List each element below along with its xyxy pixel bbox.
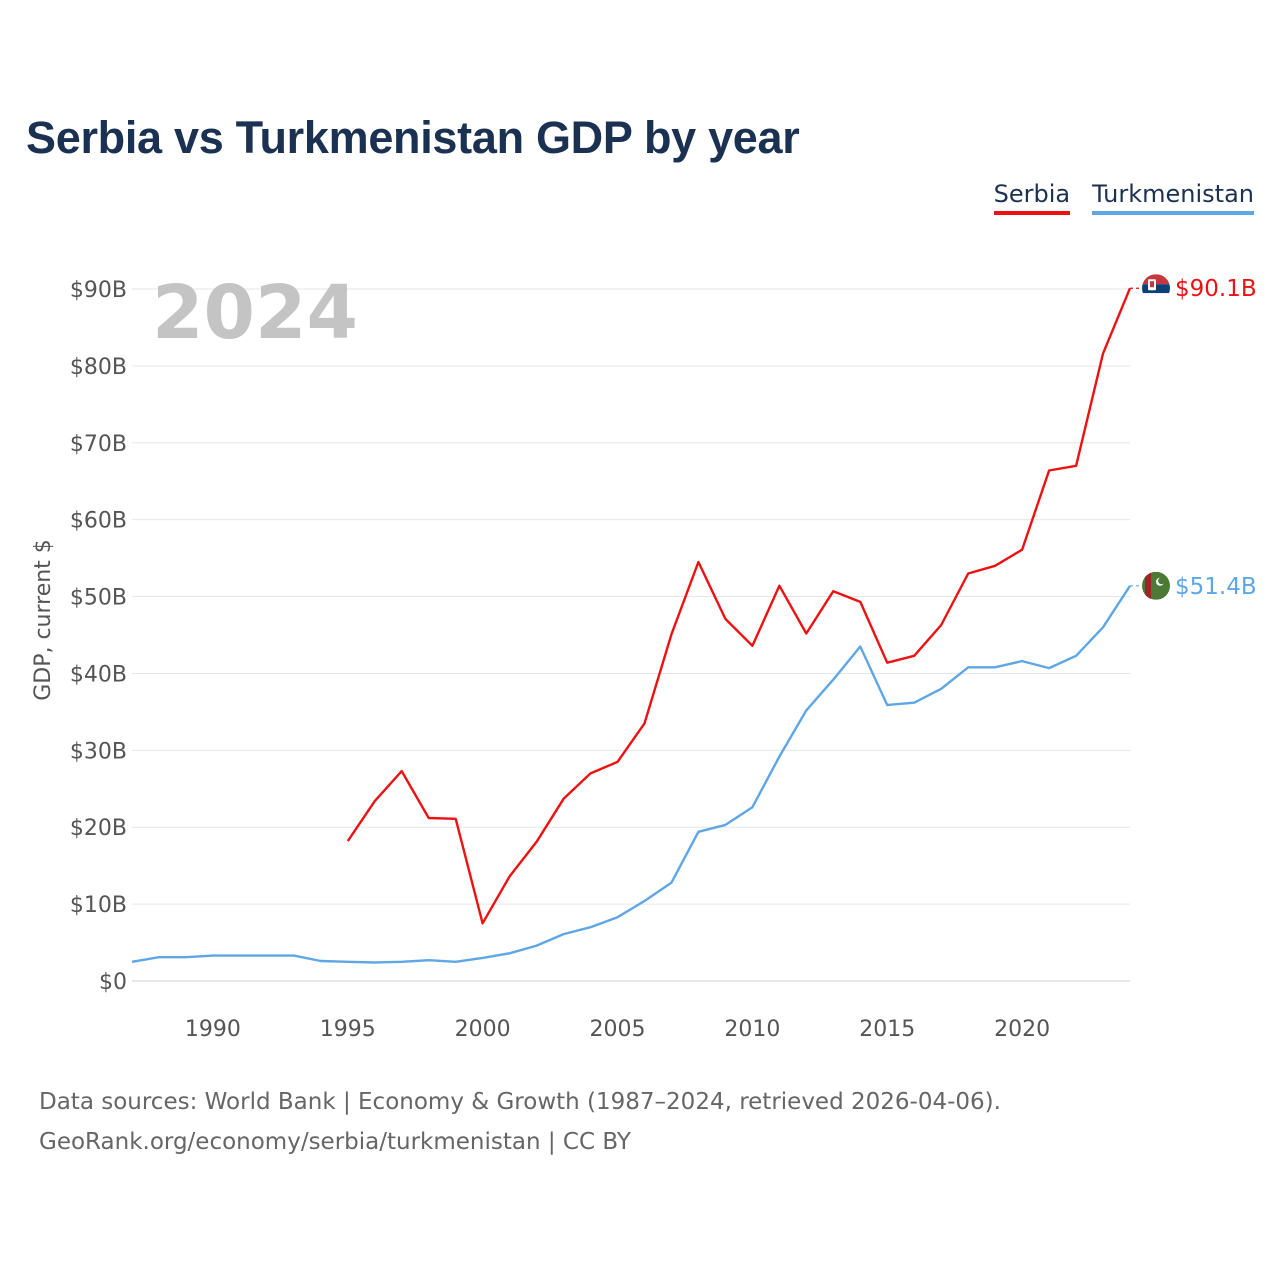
series-line-turkmenistan — [131, 585, 1132, 964]
y-axis-label: GDP, current $ — [31, 539, 56, 701]
footer: Data sources: World Bank | Economy & Gro… — [39, 1082, 1001, 1162]
y-tick-label: $70B — [70, 432, 127, 457]
turkmenistan-end-label: $51.4B — [1175, 574, 1257, 600]
line-chart: $0 $10B $20B $30B $40B $50B $60B $70B $80B $90B 1… — [31, 270, 1257, 1042]
x-tick-label: 2015 — [859, 1017, 915, 1042]
series-line-serbia — [346, 287, 1132, 925]
x-tick-label: 1990 — [185, 1017, 241, 1042]
current-year-label: 2024 — [152, 270, 358, 356]
y-tick-label: $20B — [70, 816, 127, 841]
x-tick-label: 2020 — [994, 1017, 1050, 1042]
y-tick-label: $40B — [70, 662, 127, 687]
legend-item-turkmenistan[interactable]: Turkmenistan — [1092, 180, 1254, 215]
y-axis-ticks: $0 $10B $20B $30B $40B $50B $60B $70B $80B $90B — [70, 278, 127, 995]
grid-lines — [132, 288, 1130, 982]
y-tick-label: $50B — [70, 586, 127, 611]
serbia-end-label: $90.1B — [1175, 276, 1257, 302]
x-axis-ticks: 1990 1995 2000 2005 2010 2015 2020 — [185, 1017, 1050, 1042]
legend: Serbia Turkmenistan — [993, 180, 1254, 215]
turkmenistan-flag-icon — [1142, 571, 1170, 600]
x-tick-label: 2000 — [455, 1017, 511, 1042]
credit-link[interactable]: GeoRank.org/economy/serbia/turkmenistan … — [39, 1129, 631, 1155]
chart-title: Serbia vs Turkmenistan GDP by year — [26, 112, 800, 163]
y-tick-label: $60B — [70, 509, 127, 534]
series-lines — [131, 287, 1142, 964]
x-tick-label: 2010 — [724, 1017, 780, 1042]
y-tick-label: $80B — [70, 355, 127, 380]
serbia-flag-icon — [1142, 274, 1170, 303]
y-tick-label: $0 — [99, 970, 127, 995]
legend-item-serbia[interactable]: Serbia — [993, 180, 1071, 215]
data-sources-note: Data sources: World Bank | Economy & Gro… — [39, 1089, 1001, 1115]
x-tick-label: 1995 — [320, 1017, 376, 1042]
y-tick-label: $90B — [70, 278, 127, 303]
y-tick-label: $10B — [70, 893, 127, 918]
y-tick-label: $30B — [70, 739, 127, 764]
x-tick-label: 2005 — [590, 1017, 646, 1042]
